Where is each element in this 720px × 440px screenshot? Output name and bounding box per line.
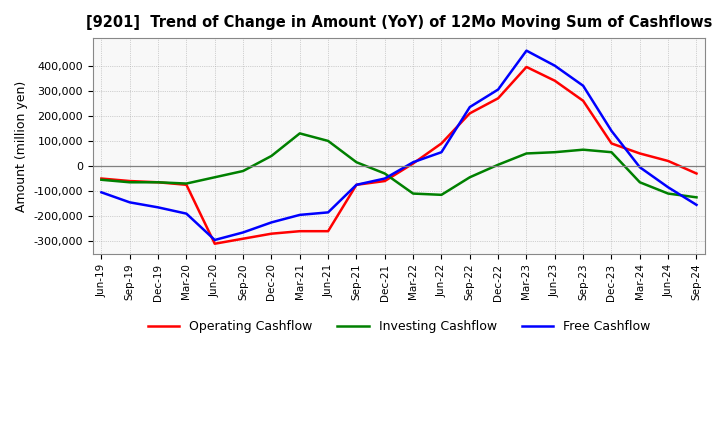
Investing Cashflow	[324, 138, 333, 143]
Operating Cashflow	[664, 158, 672, 164]
Free Cashflow	[210, 237, 219, 242]
Operating Cashflow	[125, 178, 134, 183]
Free Cashflow	[182, 211, 191, 216]
Free Cashflow	[239, 230, 248, 235]
Investing Cashflow	[125, 180, 134, 185]
Line: Investing Cashflow: Investing Cashflow	[102, 133, 696, 197]
Free Cashflow	[125, 200, 134, 205]
Investing Cashflow	[154, 180, 163, 185]
Free Cashflow	[551, 63, 559, 68]
Investing Cashflow	[465, 175, 474, 180]
Investing Cashflow	[409, 191, 418, 196]
Investing Cashflow	[97, 177, 106, 183]
Free Cashflow	[324, 210, 333, 215]
Free Cashflow	[636, 165, 644, 170]
Investing Cashflow	[380, 171, 389, 176]
Investing Cashflow	[267, 153, 276, 158]
Free Cashflow	[409, 160, 418, 165]
Investing Cashflow	[579, 147, 588, 152]
Free Cashflow	[579, 83, 588, 88]
Investing Cashflow	[636, 180, 644, 185]
Free Cashflow	[692, 202, 701, 208]
Operating Cashflow	[97, 176, 106, 181]
Operating Cashflow	[380, 178, 389, 183]
Investing Cashflow	[437, 192, 446, 198]
Operating Cashflow	[324, 228, 333, 234]
Operating Cashflow	[437, 141, 446, 146]
Title: [9201]  Trend of Change in Amount (YoY) of 12Mo Moving Sum of Cashflows: [9201] Trend of Change in Amount (YoY) o…	[86, 15, 712, 30]
Free Cashflow	[380, 176, 389, 181]
Operating Cashflow	[522, 64, 531, 70]
Operating Cashflow	[579, 98, 588, 103]
Investing Cashflow	[551, 150, 559, 155]
Operating Cashflow	[409, 161, 418, 166]
Operating Cashflow	[494, 95, 503, 101]
Legend: Operating Cashflow, Investing Cashflow, Free Cashflow: Operating Cashflow, Investing Cashflow, …	[143, 315, 655, 338]
Investing Cashflow	[295, 131, 304, 136]
Operating Cashflow	[465, 111, 474, 116]
Investing Cashflow	[352, 160, 361, 165]
Free Cashflow	[154, 205, 163, 210]
Operating Cashflow	[267, 231, 276, 236]
Operating Cashflow	[636, 151, 644, 156]
Free Cashflow	[664, 185, 672, 190]
Y-axis label: Amount (million yen): Amount (million yen)	[15, 81, 28, 212]
Line: Free Cashflow: Free Cashflow	[102, 51, 696, 240]
Investing Cashflow	[692, 194, 701, 200]
Investing Cashflow	[607, 150, 616, 155]
Operating Cashflow	[692, 171, 701, 176]
Free Cashflow	[295, 212, 304, 217]
Operating Cashflow	[239, 236, 248, 242]
Investing Cashflow	[664, 191, 672, 196]
Operating Cashflow	[182, 182, 191, 187]
Operating Cashflow	[210, 241, 219, 246]
Free Cashflow	[437, 150, 446, 155]
Investing Cashflow	[239, 169, 248, 174]
Free Cashflow	[494, 87, 503, 92]
Operating Cashflow	[607, 141, 616, 146]
Free Cashflow	[97, 190, 106, 195]
Free Cashflow	[465, 104, 474, 110]
Investing Cashflow	[522, 151, 531, 156]
Operating Cashflow	[295, 228, 304, 234]
Investing Cashflow	[182, 181, 191, 186]
Free Cashflow	[607, 128, 616, 133]
Operating Cashflow	[352, 182, 361, 187]
Operating Cashflow	[551, 78, 559, 83]
Free Cashflow	[267, 220, 276, 225]
Investing Cashflow	[210, 175, 219, 180]
Line: Operating Cashflow: Operating Cashflow	[102, 67, 696, 244]
Operating Cashflow	[154, 180, 163, 185]
Investing Cashflow	[494, 162, 503, 167]
Free Cashflow	[352, 182, 361, 187]
Free Cashflow	[522, 48, 531, 53]
